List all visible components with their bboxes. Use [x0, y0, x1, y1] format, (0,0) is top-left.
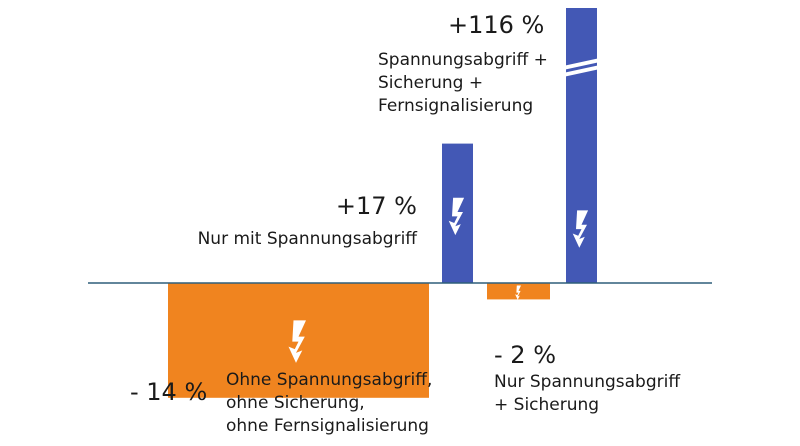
lightning-bolt-icon: [515, 285, 521, 300]
category-label-line: Sicherung +: [378, 73, 484, 93]
category-label-bar-3: Nur Spannungsabgriff + Sicherung: [494, 371, 680, 417]
lightning-bolt-icon: [448, 197, 465, 236]
category-label-bar-2: Nur mit Spannungsabgriff: [198, 228, 417, 251]
category-label-line: Nur Spannungsabgriff: [494, 372, 681, 392]
category-label-line: ohne Sicherung,: [226, 393, 365, 413]
axis-break-mark: [563, 58, 600, 70]
category-label-line: + Sicherung: [494, 395, 600, 415]
category-label-line: Ohne Spannungsabgriff,: [226, 370, 433, 390]
value-label-bar-2: +17 %: [335, 192, 417, 220]
lightning-bolt-icon: [572, 210, 589, 248]
category-label-line: Fernsignalisierung: [378, 96, 534, 116]
axis-break-mark: [563, 65, 600, 77]
category-label-line: Spannungsabgriff +: [378, 50, 548, 70]
lightning-bolt-icon: [288, 320, 306, 363]
bar-4: [566, 8, 597, 283]
value-label-bar-1: - 14 %: [130, 378, 208, 406]
category-label-line: Nur mit Spannungsabgriff: [197, 229, 417, 249]
category-label-bar-4: Spannungsabgriff + Sicherung + Fernsigna…: [378, 49, 548, 118]
value-label-bar-3: - 2 %: [494, 341, 556, 369]
category-label-bar-1: Ohne Spannungsabgriff, ohne Sicherung, o…: [226, 369, 432, 438]
category-label-line: ohne Fernsignalisierung: [226, 416, 429, 436]
value-label-bar-4: +116 %: [448, 11, 545, 39]
